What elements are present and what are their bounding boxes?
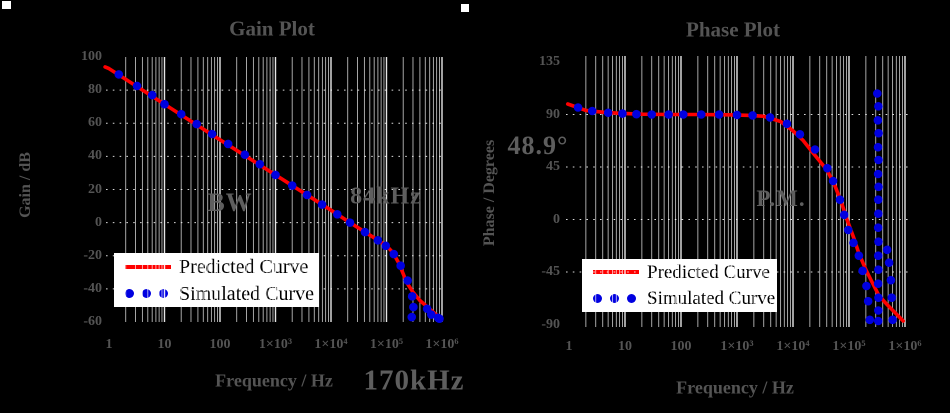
decor-square-mid xyxy=(461,4,469,12)
legend-row-predicted: Predicted Curve xyxy=(114,253,319,280)
legend-row-simulated: Simulated Curve xyxy=(114,280,319,307)
predicted-curve xyxy=(103,65,443,320)
x-tick-label: 100 xyxy=(670,339,692,354)
y-tick-label: -40 xyxy=(83,280,102,296)
y-tick-label: 40 xyxy=(88,148,102,164)
x-tick-label: 1 xyxy=(565,339,573,354)
simulated-curve-dots xyxy=(114,70,444,323)
dotted-horizontal-gridlines xyxy=(106,89,445,290)
x-tick-label: 100 xyxy=(209,337,231,352)
x-tick-label: 1×10⁵ xyxy=(832,339,866,354)
predicted-curve-label: Predicted Curve xyxy=(647,261,770,283)
phase-x-axis-label: Frequency / Hz xyxy=(676,377,794,398)
annotation-bw: BW xyxy=(207,188,253,217)
y-tick-label: 0 xyxy=(95,214,102,230)
decor-square-left xyxy=(2,1,11,9)
gain-y-axis-label: Gain / dB xyxy=(17,152,34,218)
simulated-curve-label: Simulated Curve xyxy=(179,282,314,305)
phase-legend: Predicted Curve Simulated Curve xyxy=(581,258,778,313)
simulated-dots-swatch xyxy=(589,294,647,304)
simulated-curve-label: Simulated Curve xyxy=(647,288,776,310)
annotation-489: 48.9° xyxy=(507,131,569,160)
x-tick-label: 1×10³ xyxy=(258,337,293,352)
y-tick-label: 20 xyxy=(88,181,102,197)
x-tick-label: 1×10⁴ xyxy=(314,337,348,352)
gain-plot-title: Gain Plot xyxy=(229,16,315,41)
vertical-gridlines xyxy=(125,57,443,322)
predicted-line-swatch xyxy=(121,264,179,269)
x-tick-label: 1 xyxy=(105,337,113,352)
y-tick-label: 60 xyxy=(88,115,102,131)
legend-row-predicted: Predicted Curve xyxy=(582,259,777,286)
y-tick-label: 80 xyxy=(88,82,102,98)
gain-legend: Predicted Curve Simulated Curve xyxy=(113,252,320,308)
y-tick-label: 0 xyxy=(553,211,560,227)
x-tick-label: 10 xyxy=(618,339,632,354)
dotted-horizontal-gridlines xyxy=(566,113,909,273)
phase-plot-title: Phase Plot xyxy=(686,17,780,42)
predicted-line-swatch xyxy=(589,270,647,275)
annotation-84khz: 84kHz xyxy=(350,183,422,210)
legend-row-simulated: Simulated Curve xyxy=(582,286,777,313)
vertical-gridlines xyxy=(585,56,906,327)
simulated-dots-swatch xyxy=(121,289,179,298)
y-tick-label: 45 xyxy=(546,159,560,174)
x-tick-label: 1×10⁶ xyxy=(425,337,459,352)
x-tick-label: 1×10⁶ xyxy=(888,339,922,354)
x-tick-label: 1×10⁴ xyxy=(776,339,810,354)
annotation-pm: P.M. xyxy=(756,186,806,211)
predicted-curve xyxy=(565,102,906,323)
y-tick-label: 135 xyxy=(539,54,560,69)
gain-x-axis-label: Frequency / Hz xyxy=(215,370,333,391)
x-tick-label: 10 xyxy=(157,337,172,352)
y-tick-label: -60 xyxy=(83,314,102,329)
predicted-curve-label: Predicted Curve xyxy=(179,255,309,278)
y-tick-label: 90 xyxy=(546,106,560,122)
y-tick-label: -90 xyxy=(541,316,560,332)
y-tick-label: -20 xyxy=(83,247,102,263)
x-tick-label: 1×10³ xyxy=(720,339,754,354)
simulated-curve-dots xyxy=(573,89,897,326)
y-tick-label: 100 xyxy=(81,49,102,64)
phase-y-axis-label: Phase / Degrees xyxy=(481,139,498,247)
y-tick-label: -45 xyxy=(541,264,560,279)
x-tick-label: 1×10⁵ xyxy=(369,337,404,352)
annotation-170khz: 170kHz xyxy=(363,364,465,397)
